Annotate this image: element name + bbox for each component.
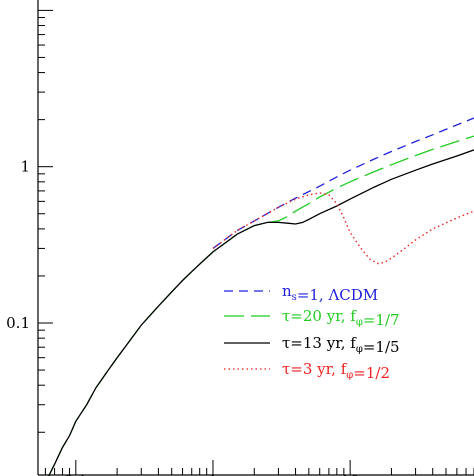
plot-frame [37,0,474,476]
legend-label-2: τ=20 yr, fφ=1/7 [282,307,400,329]
series-line-4 [212,192,474,265]
legend: ns=1, ΛCDM τ=20 yr, fφ=1/7 τ=13 yr, fφ=1/5… [224,282,400,382]
x-tick-label: 1 [208,472,218,476]
legend-label-4: τ=3 yr, fφ=1/2 [282,360,390,382]
y-axis: 0.11 [6,9,53,433]
x-tick-label: 0.1 [64,472,88,476]
x-axis: 0.1 1 10 [44,460,474,476]
y-tick-label: 1 [20,158,30,176]
series-line-3 [48,149,474,476]
legend-label-1: ns=1, ΛCDM [282,282,378,304]
curves [48,117,474,476]
legend-label-3: τ=13 yr, fφ=1/5 [282,334,400,356]
series-line-1 [212,117,474,249]
y-tick-label: 0.1 [6,314,30,332]
x-tick-label: 10 [341,472,360,476]
